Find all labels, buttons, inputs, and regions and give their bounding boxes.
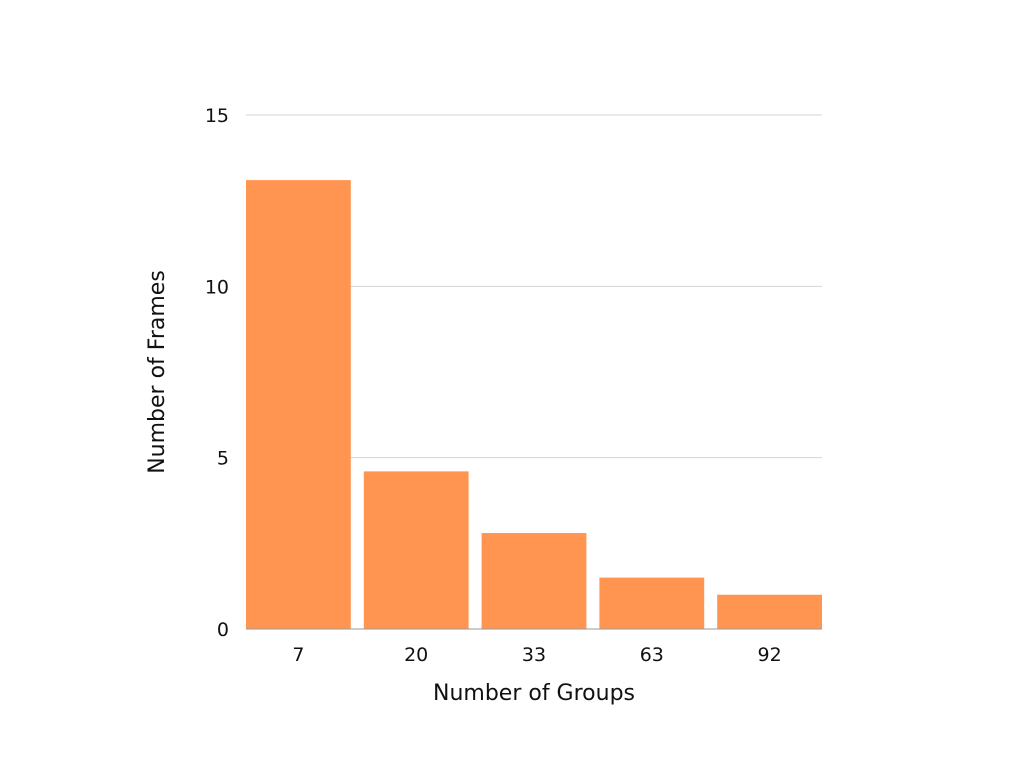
- y-axis-ticks: 0 5 10 15: [205, 105, 229, 641]
- x-tick-label: 7: [292, 644, 304, 666]
- bar-20: [363, 471, 469, 629]
- y-tick-label: 0: [217, 619, 229, 641]
- x-tick-label: 92: [758, 644, 782, 666]
- y-tick-label: 15: [205, 105, 229, 127]
- x-tick-label: 33: [522, 644, 546, 666]
- y-tick-label: 10: [205, 276, 229, 298]
- y-tick-label: 5: [217, 448, 229, 470]
- bars: [246, 180, 822, 629]
- bar-33: [481, 533, 587, 629]
- x-tick-label: 20: [404, 644, 428, 666]
- x-axis-title: Number of Groups: [433, 681, 635, 706]
- y-axis-title: Number of Frames: [145, 270, 170, 474]
- bar-63: [599, 577, 705, 629]
- bar-7: [246, 180, 351, 629]
- x-tick-label: 63: [640, 644, 664, 666]
- bar-92: [717, 594, 822, 629]
- x-axis-ticks: 7 20 33 63 92: [292, 644, 781, 666]
